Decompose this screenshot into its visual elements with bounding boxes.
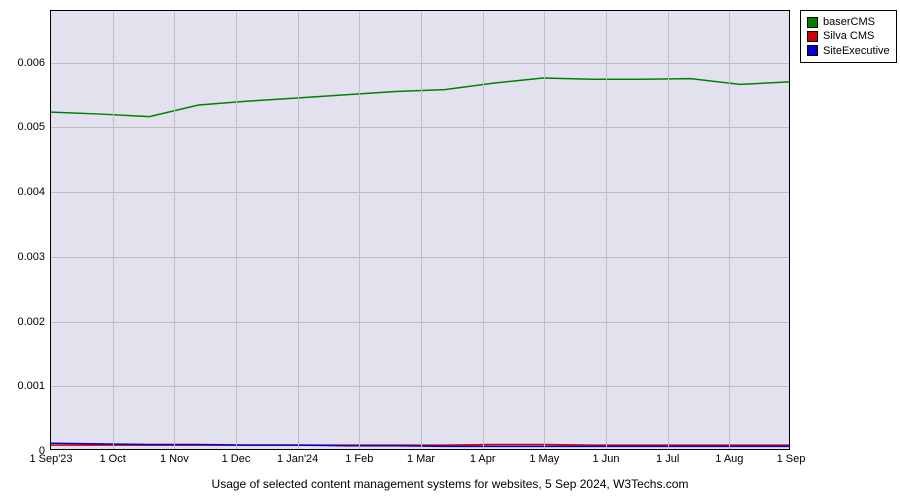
caption: Usage of selected content management sys… <box>0 477 900 491</box>
grid-line-h <box>51 257 789 258</box>
grid-line-v <box>606 11 607 449</box>
x-tick-label: 1 Sep <box>777 453 806 465</box>
y-tick-label: 0.001 <box>17 380 45 392</box>
grid-line-v <box>668 11 669 449</box>
x-tick-label: 1 Dec <box>222 453 251 465</box>
grid-line-h <box>51 386 789 387</box>
x-tick-label: 1 Oct <box>100 453 126 465</box>
y-tick-label: 0.006 <box>17 57 45 69</box>
grid-line-h <box>51 192 789 193</box>
legend-label: baserCMS <box>823 15 875 29</box>
legend-swatch <box>807 17 818 28</box>
x-tick-label: 1 Jan'24 <box>277 453 318 465</box>
legend-swatch <box>807 45 818 56</box>
grid-line-h <box>51 322 789 323</box>
series-svg <box>51 11 789 449</box>
legend-item: baserCMS <box>807 15 890 29</box>
grid-line-v <box>483 11 484 449</box>
series-line <box>51 78 789 117</box>
y-tick-label: 0.003 <box>17 251 45 263</box>
legend-swatch <box>807 31 818 42</box>
x-tick-label: 1 May <box>529 453 559 465</box>
legend-item: SiteExecutive <box>807 44 890 58</box>
plot-area: 00.0010.0020.0030.0040.0050.0061 Sep'231… <box>50 10 790 450</box>
grid-line-v <box>421 11 422 449</box>
legend-item: Silva CMS <box>807 29 890 43</box>
legend-label: SiteExecutive <box>823 44 890 58</box>
grid-line-v <box>298 11 299 449</box>
grid-line-v <box>544 11 545 449</box>
x-tick-label: 1 Apr <box>470 453 496 465</box>
x-tick-label: 1 Sep'23 <box>29 453 72 465</box>
x-tick-label: 1 Jun <box>593 453 620 465</box>
x-tick-label: 1 Aug <box>715 453 743 465</box>
grid-line-v <box>236 11 237 449</box>
y-tick-label: 0.005 <box>17 121 45 133</box>
x-tick-label: 1 Nov <box>160 453 189 465</box>
y-tick-label: 0.004 <box>17 186 45 198</box>
x-tick-label: 1 Mar <box>407 453 435 465</box>
grid-line-v <box>174 11 175 449</box>
grid-line-v <box>359 11 360 449</box>
grid-line-v <box>729 11 730 449</box>
legend: baserCMSSilva CMSSiteExecutive <box>800 10 897 63</box>
legend-label: Silva CMS <box>823 29 874 43</box>
chart-container: 00.0010.0020.0030.0040.0050.0061 Sep'231… <box>0 0 900 500</box>
grid-line-h <box>51 63 789 64</box>
grid-line-h <box>51 127 789 128</box>
x-tick-label: 1 Feb <box>345 453 373 465</box>
grid-line-v <box>113 11 114 449</box>
y-tick-label: 0.002 <box>17 316 45 328</box>
x-tick-label: 1 Jul <box>656 453 679 465</box>
